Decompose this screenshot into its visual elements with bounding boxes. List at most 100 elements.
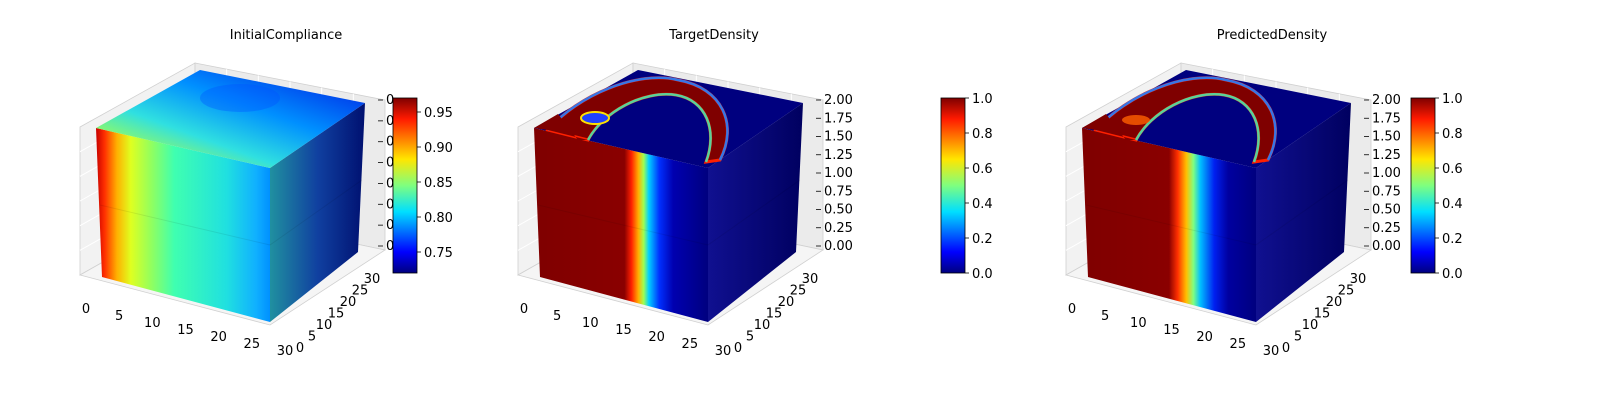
colorbar-tick-label: 0.2 <box>972 232 993 247</box>
y-tick-label: 15 <box>766 307 783 322</box>
z-tick-label: 0.75 <box>824 184 853 199</box>
cube-front-face <box>534 128 708 322</box>
ring-hole <box>580 111 610 125</box>
colorbar-tick-label: 1.0 <box>1442 92 1463 107</box>
ring-outer-edge <box>547 76 729 161</box>
colorbar-tick-label: 0.95 <box>424 106 453 121</box>
cube-seam <box>269 179 363 246</box>
ring-hole <box>1122 115 1150 125</box>
cube-front-face <box>96 128 270 322</box>
x-tick-label: 15 <box>615 323 632 338</box>
y-tick-label: 20 <box>1326 295 1343 310</box>
y-tick-label: 15 <box>328 307 345 322</box>
x-tick-label: 5 <box>1101 309 1109 324</box>
y-tick-label: 30 <box>802 272 819 287</box>
y-tick-label: 30 <box>364 272 381 287</box>
colorbar-tick-label: 0.4 <box>1442 197 1463 212</box>
x-tick-label: 25 <box>682 337 699 352</box>
z-tick-label: 0.25 <box>1372 221 1401 236</box>
colorbar-tick-label: 0.4 <box>972 197 993 212</box>
cube-side-face <box>1256 103 1351 322</box>
z-tick-label: 2.00 <box>1372 93 1401 108</box>
z-tick-label: 1.25 <box>1372 148 1401 163</box>
top-highlight <box>200 84 280 112</box>
z-tick-label: 1.75 <box>1372 111 1401 126</box>
colorbar-tick-label: 0.75 <box>424 246 453 261</box>
cube-side-face <box>708 103 803 322</box>
colorbar-tick-label: 0.0 <box>972 267 993 282</box>
x-tick-label: 15 <box>1163 323 1180 338</box>
colorbar-tick-label: 0.80 <box>424 211 453 226</box>
x-tick-label: 30 <box>1263 344 1280 359</box>
colorbar <box>940 97 966 274</box>
z-tick-label: 0.25 <box>824 221 853 236</box>
z-tick-label: 0.50 <box>1372 203 1401 218</box>
z-tick-label: 0.50 <box>824 203 853 218</box>
ring-outer-edge <box>1095 76 1277 161</box>
colorbar-tick-label: 0.2 <box>1442 232 1463 247</box>
z-tick-label: 1.50 <box>824 130 853 145</box>
colorbar-tick-label: 0.0 <box>1442 267 1463 282</box>
cube-side-face <box>270 103 365 322</box>
colorbar-tick-label: 0.8 <box>1442 127 1463 142</box>
ring-inner-edge <box>1134 93 1260 163</box>
x-tick-label: 10 <box>582 316 599 331</box>
x-tick-label: 5 <box>115 309 123 324</box>
z-tick-label: 0 <box>386 176 394 191</box>
y-tick-label: 5 <box>308 330 316 345</box>
x-tick-label: 15 <box>177 323 194 338</box>
x-tick-label: 0 <box>82 302 90 317</box>
y-tick-label: 0 <box>296 341 304 356</box>
colorbar <box>392 97 418 274</box>
z-tick-label: 0.00 <box>1372 239 1401 254</box>
y-tick-label: 30 <box>1350 272 1367 287</box>
z-tick-label: 0 <box>386 114 394 129</box>
x-tick-label: 20 <box>648 330 665 345</box>
colorbar-tick-label: 0.85 <box>424 176 453 191</box>
y-tick-label: 20 <box>778 295 795 310</box>
z-tick-label: 2.00 <box>824 93 853 108</box>
y-tick-label: 10 <box>754 318 771 333</box>
x-tick-label: 10 <box>1130 316 1147 331</box>
chart-title: PredictedDensity <box>1217 28 1328 43</box>
chart-title: InitialCompliance <box>230 28 343 43</box>
x-tick-label: 0 <box>1068 302 1076 317</box>
y-tick-label: 5 <box>746 330 754 345</box>
x-tick-label: 0 <box>520 302 528 317</box>
y-tick-label: 5 <box>1294 330 1302 345</box>
cube-seam <box>707 179 801 246</box>
z-tick-label: 1.00 <box>1372 166 1401 181</box>
cube-top-face <box>96 70 365 168</box>
x-tick-label: 25 <box>244 337 261 352</box>
cube-front-face <box>1082 128 1256 322</box>
colorbar <box>1410 97 1436 274</box>
y-tick-label: 20 <box>340 295 357 310</box>
chart-title: TargetDensity <box>668 28 759 43</box>
cube-seam <box>99 204 271 246</box>
z-tick-label: 0 <box>386 135 394 150</box>
x-tick-label: 10 <box>144 316 161 331</box>
x-tick-label: 25 <box>1230 337 1247 352</box>
colorbar-tick-label: 0.8 <box>972 127 993 142</box>
colorbar-tick-label: 0.90 <box>424 141 453 156</box>
y-tick-label: 0 <box>1282 341 1290 356</box>
y-tick-label: 25 <box>790 284 807 299</box>
z-tick-label: 1.00 <box>824 166 853 181</box>
z-tick-label: 0.00 <box>824 239 853 254</box>
x-tick-label: 5 <box>553 309 561 324</box>
colorbar-tick-label: 0.6 <box>972 162 993 177</box>
colorbar-tick-label: 1.0 <box>972 92 993 107</box>
z-tick-label: 1.25 <box>824 148 853 163</box>
z-tick-label: 0 <box>386 197 394 212</box>
z-tick-label: 0 <box>386 239 394 254</box>
y-tick-label: 25 <box>1338 284 1355 299</box>
z-tick-label: 1.50 <box>1372 130 1401 145</box>
x-tick-label: 20 <box>210 330 227 345</box>
x-tick-label: 20 <box>1196 330 1213 345</box>
z-tick-label: 0.75 <box>1372 184 1401 199</box>
y-tick-label: 15 <box>1314 307 1331 322</box>
